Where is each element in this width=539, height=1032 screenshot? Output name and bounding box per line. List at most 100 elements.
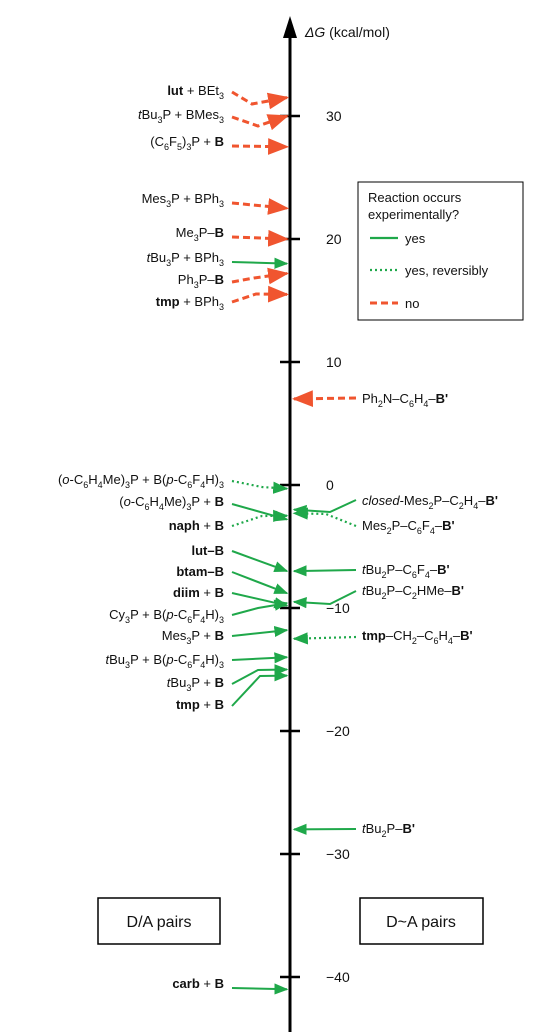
label-part: 6 (409, 399, 414, 409)
label-part: t (362, 583, 367, 598)
label-part: Mes (162, 628, 187, 643)
label-part: – (430, 562, 438, 577)
arrow-yes (231, 257, 289, 269)
arrow-no (291, 390, 357, 408)
label-part: 4 (200, 660, 205, 670)
label-part: – (453, 628, 461, 643)
label-part: P + (191, 494, 214, 509)
label-part: 4 (200, 480, 205, 490)
left-entry-label: diim + B (173, 585, 224, 600)
left-entry-label: Mes3P + BPh3 (142, 191, 224, 209)
left-entry-label: Me3P–B (176, 225, 224, 243)
label-part: carb (172, 976, 200, 991)
label-part: o (124, 494, 131, 509)
box-da-pairs-frame (97, 897, 221, 945)
label-part: t (147, 250, 152, 265)
label-part: 4 (159, 502, 164, 512)
label-part: ) (182, 134, 186, 149)
label-part: 3 (186, 142, 191, 152)
label-part: -C (174, 652, 188, 667)
label-part: P + BPh (171, 191, 219, 206)
label-part: 5 (177, 142, 182, 152)
left-entry-label: Ph3P–B (178, 272, 224, 290)
label-part: t (362, 821, 367, 836)
box-d-a-pairs-label: D~A pairs (386, 914, 456, 931)
label-part: (C (150, 134, 164, 149)
arrow-yes (292, 565, 357, 577)
label-part: 3 (219, 615, 224, 625)
label-part: Bu (170, 675, 186, 690)
legend-item-reversibly: yes, reversibly (405, 263, 489, 278)
label-part: B' (485, 493, 497, 508)
label-part: 3 (186, 636, 191, 646)
right-entry: closed-Mes2P–C2H4–B' (292, 493, 498, 517)
label-part: ( (119, 494, 124, 509)
label-part: H (414, 391, 423, 406)
label-part: + (200, 518, 215, 533)
label-part: 6 (412, 570, 417, 580)
label-part: B (215, 494, 224, 509)
right-entry-label: Ph2N–C6H4–B' (362, 391, 448, 409)
tick-label: −20 (326, 723, 350, 739)
right-entry: tBu2P–C6F4–B' (292, 562, 450, 580)
left-entry: tBu3P + B (167, 664, 289, 693)
left-entry: lut–B (192, 543, 289, 573)
label-part: P + BMes (163, 107, 220, 122)
label-part: Bu (366, 583, 382, 598)
left-entry: tBu3P + BMes3 (138, 107, 289, 131)
label-part: Bu (109, 652, 125, 667)
label-part: B' (442, 518, 454, 533)
label-part: B' (402, 821, 414, 836)
label-part: 6 (164, 142, 169, 152)
label-part: btam–B (176, 564, 224, 579)
label-part: 3 (219, 115, 224, 125)
legend-box (357, 181, 524, 321)
label-part: 3 (157, 115, 162, 125)
label-part: closed (362, 493, 400, 508)
arrow-reversibly (231, 509, 289, 528)
label-part: P + (191, 134, 214, 149)
label-part: B (215, 697, 224, 712)
label-part: 3 (194, 233, 199, 243)
label-part: 3 (219, 660, 224, 670)
left-entry-label: carb + B (172, 976, 224, 991)
left-entry: tmp + BPh3 (156, 285, 290, 312)
label-part: + (200, 585, 215, 600)
label-part: N–C (383, 391, 409, 406)
label-part: p (165, 607, 173, 622)
left-entry: diim + B (173, 585, 289, 609)
label-part: 3 (186, 502, 191, 512)
arrow-no (231, 267, 290, 285)
label-part: 6 (417, 526, 422, 536)
label-part: H (88, 472, 97, 487)
label-part: Ph (362, 391, 378, 406)
left-entry-label: tBu3P + B (167, 675, 224, 693)
label-part: Mes (362, 518, 387, 533)
right-entries: Ph2N–C6H4–B'closed-Mes2P–C2H4–B'Mes2P–C6… (291, 390, 498, 839)
left-entry-label: tBu3P + B(p-C6F4H)3 (106, 652, 224, 670)
right-entry-label: tBu2P–B' (362, 821, 415, 839)
arrow-no (231, 114, 289, 131)
label-part: 4 (473, 501, 478, 511)
label-part: P–C (433, 493, 458, 508)
label-part: P + (191, 675, 214, 690)
left-entry-label: tmp + BPh3 (156, 294, 224, 312)
label-part: 4 (200, 615, 205, 625)
arrow-reversibly (292, 507, 357, 528)
right-entry-label: tmp–CH2–C6H4–B' (362, 628, 473, 646)
label-part: P + (191, 628, 214, 643)
tick-label: −10 (326, 600, 350, 616)
label-part: lut–B (192, 543, 225, 558)
label-part: Me) (164, 494, 186, 509)
right-entry: tmp–CH2–C6H4–B' (292, 628, 473, 646)
label-part: 6 (434, 636, 439, 646)
label-part: B' (436, 391, 448, 406)
left-entry: naph + B (169, 509, 289, 533)
legend-title-line2: experimentally? (368, 207, 459, 222)
label-part: H) (205, 607, 219, 622)
label-part: P + BPh (171, 250, 219, 265)
arrow-yes (231, 670, 289, 707)
left-entry-label: tBu3P + BMes3 (138, 107, 224, 125)
label-part: P–C (387, 583, 412, 598)
label-part: Bu (366, 821, 382, 836)
